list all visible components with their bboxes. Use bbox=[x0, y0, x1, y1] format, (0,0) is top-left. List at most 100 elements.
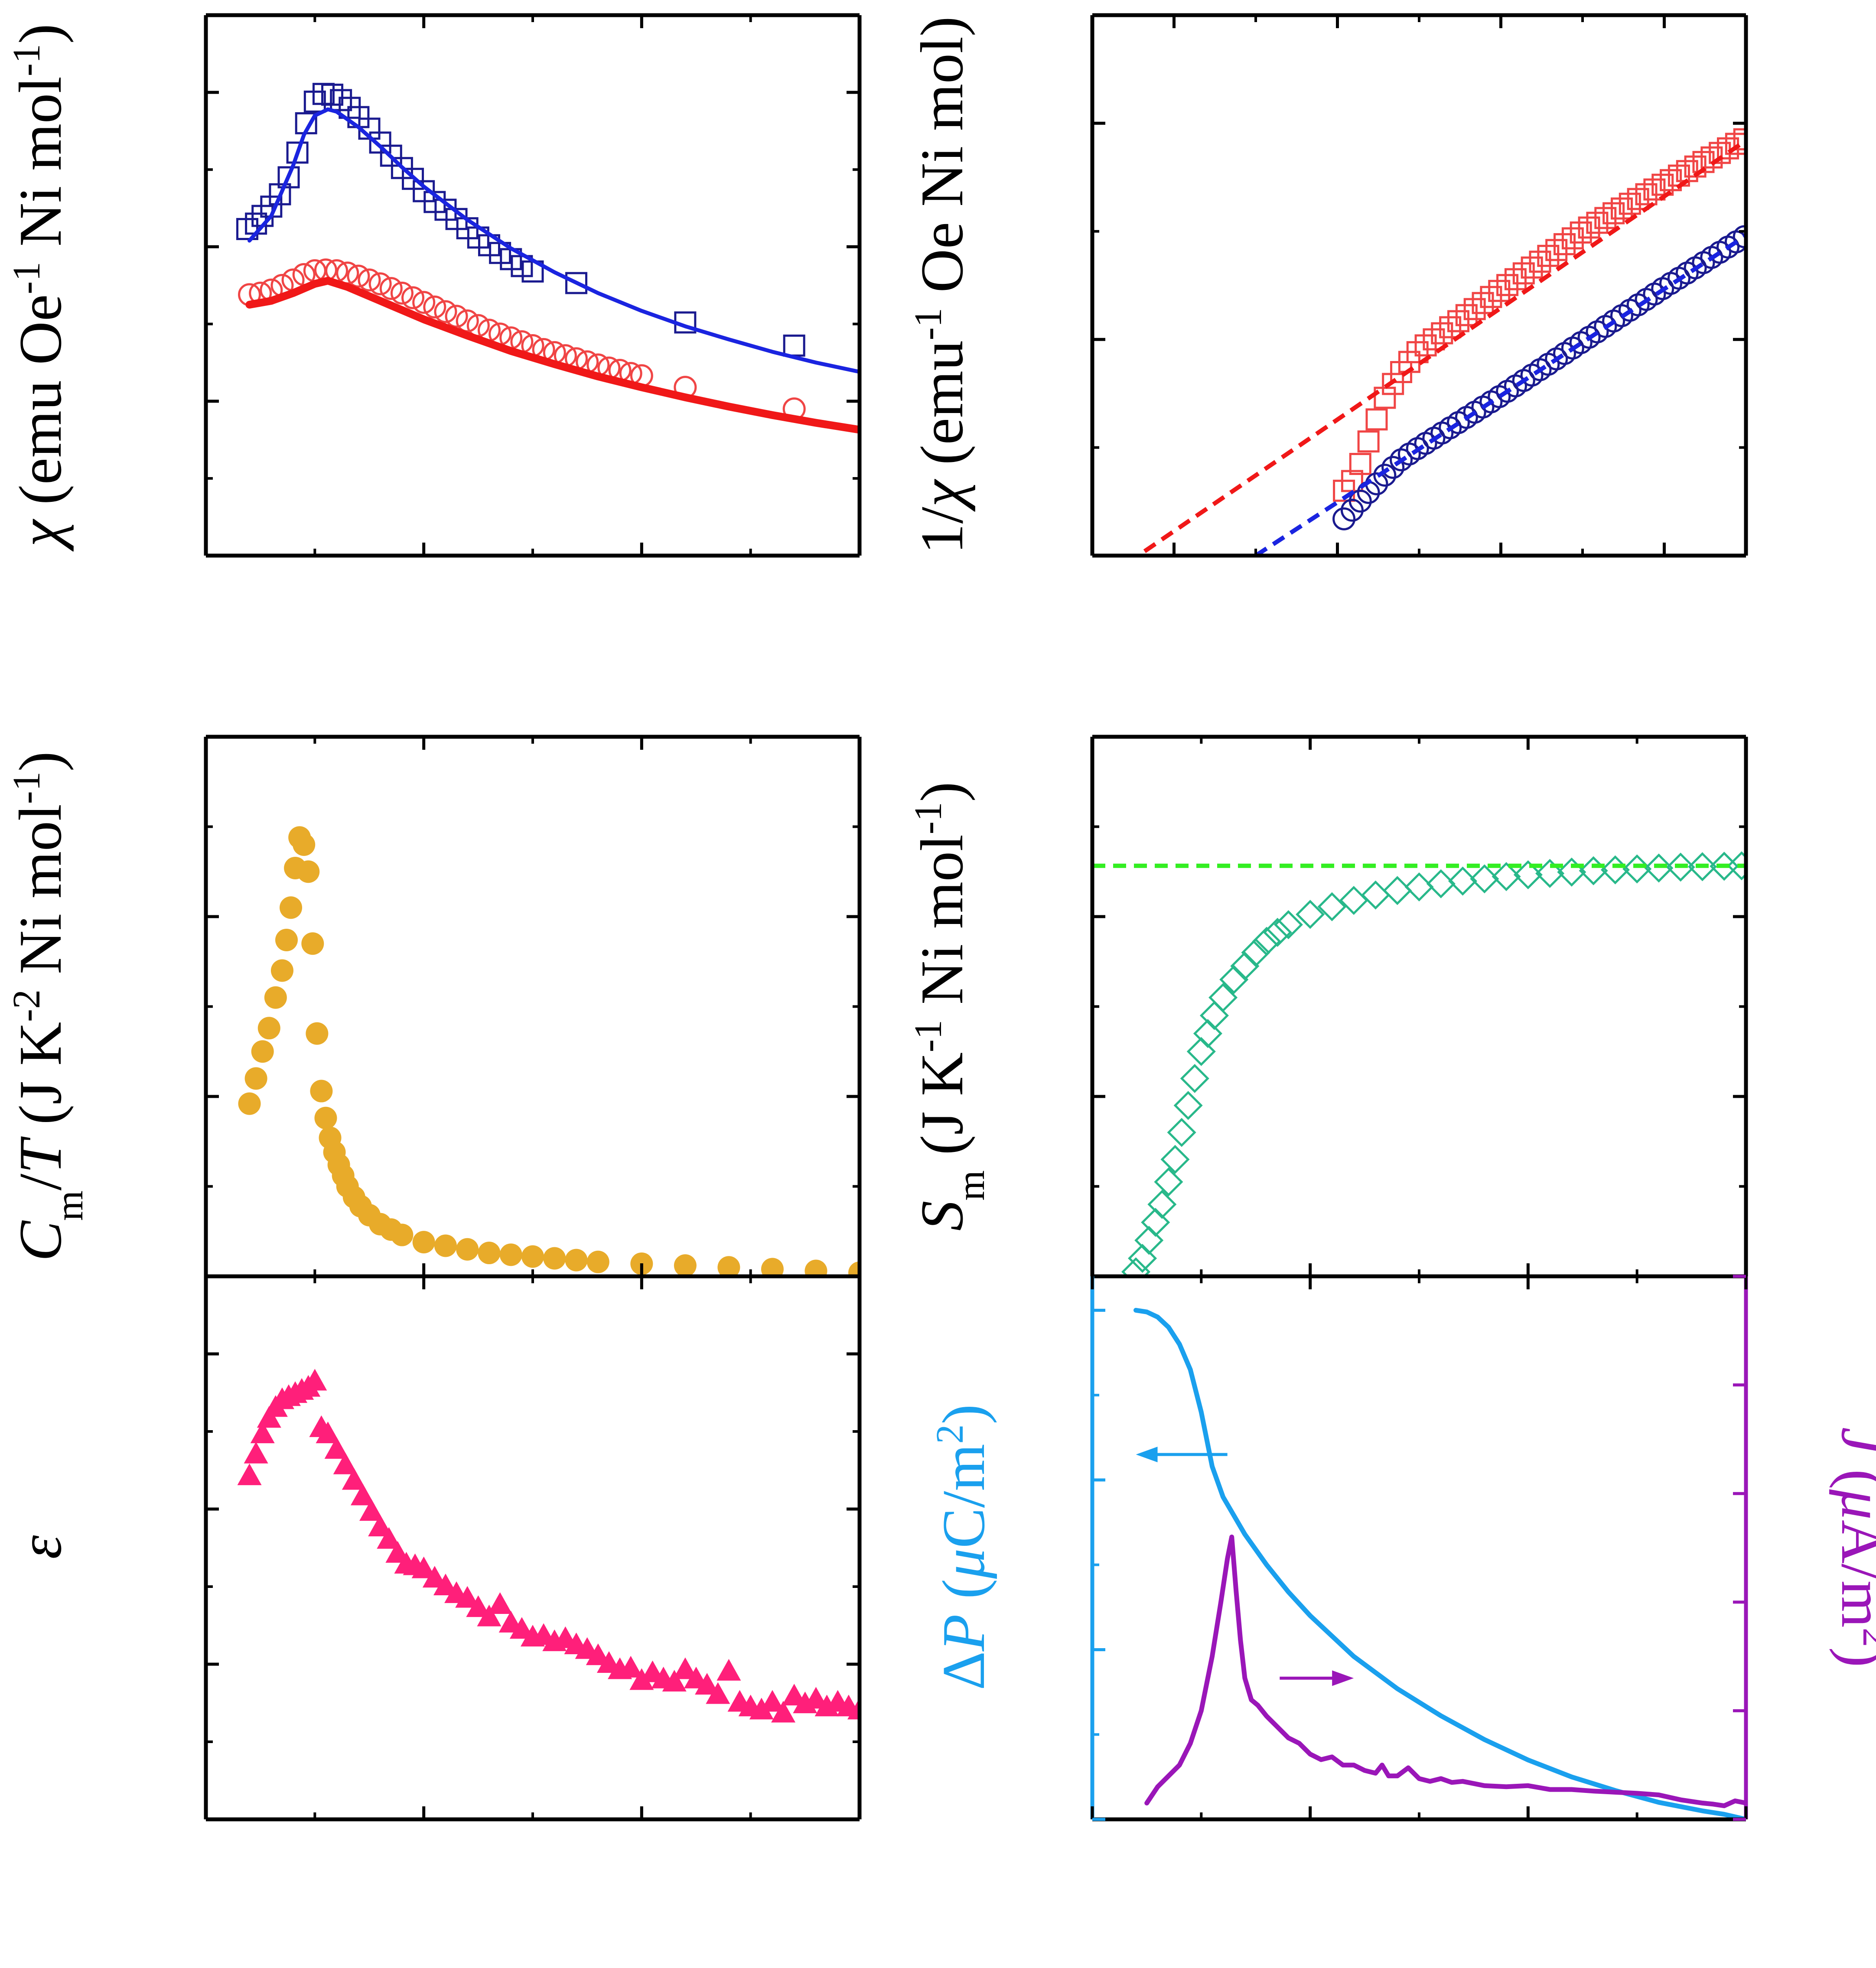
data-point-b-0 bbox=[1431, 322, 1453, 345]
data-point-b-0 bbox=[1414, 334, 1437, 357]
data-point-e-0 bbox=[586, 1643, 610, 1665]
plot-area-a bbox=[236, 83, 860, 434]
data-point-b-0 bbox=[1357, 430, 1380, 453]
data-point-d-0 bbox=[1470, 864, 1499, 894]
y-axis-label-e: ε bbox=[7, 1535, 74, 1559]
data-point-b-0 bbox=[1537, 244, 1560, 267]
panel-e bbox=[204, 1274, 862, 1822]
data-point-d-0 bbox=[1219, 965, 1249, 994]
data-point-a-1 bbox=[347, 264, 370, 288]
data-point-c-0 bbox=[717, 1256, 740, 1276]
data-point-b-1 bbox=[1340, 498, 1364, 522]
data-point-d-0 bbox=[1128, 1243, 1157, 1273]
data-point-d-0 bbox=[1448, 866, 1478, 896]
data-point-b-0 bbox=[1512, 262, 1535, 285]
data-point-d-0 bbox=[1404, 872, 1434, 902]
data-point-e-0 bbox=[749, 1698, 774, 1720]
data-point-d-0 bbox=[1296, 900, 1325, 929]
data-point-a-0 bbox=[783, 334, 805, 357]
data-point-a-1 bbox=[423, 295, 446, 319]
data-point-b-1 bbox=[1373, 463, 1397, 487]
data-point-e-0 bbox=[706, 1682, 730, 1704]
data-point-c-0 bbox=[761, 1258, 784, 1276]
data-point-e-0 bbox=[782, 1684, 807, 1706]
data-point-d-0 bbox=[1241, 938, 1270, 967]
data-point-c-0 bbox=[586, 1250, 609, 1273]
data-point-e-0 bbox=[804, 1687, 828, 1709]
data-point-c-0 bbox=[264, 986, 287, 1009]
data-point-a-1 bbox=[379, 277, 403, 300]
data-point-e-0 bbox=[771, 1701, 796, 1723]
data-point-e-0 bbox=[333, 1452, 358, 1474]
data-point-c-0 bbox=[848, 1261, 860, 1276]
data-point-d-0 bbox=[1147, 1190, 1177, 1219]
data-point-d-0 bbox=[1134, 1226, 1164, 1255]
data-point-a-0 bbox=[286, 141, 309, 164]
data-point-d-0 bbox=[1199, 1001, 1229, 1030]
data-point-c-0 bbox=[280, 896, 303, 919]
data-point-c-0 bbox=[543, 1247, 566, 1270]
series-line-b-3 bbox=[1254, 234, 1746, 556]
series-line-b-2 bbox=[1143, 139, 1746, 553]
data-point-e-0 bbox=[257, 1406, 281, 1428]
data-point-e-0 bbox=[488, 1592, 512, 1614]
data-point-a-0 bbox=[330, 89, 352, 111]
panel-b bbox=[1090, 13, 1748, 558]
data-point-a-1 bbox=[368, 272, 392, 296]
arrowhead-f-0 bbox=[1136, 1447, 1158, 1463]
data-point-b-0 bbox=[1382, 373, 1404, 395]
data-point-c-0 bbox=[257, 1017, 280, 1040]
data-point-d-0 bbox=[1263, 917, 1292, 947]
data-point-c-0 bbox=[314, 1106, 337, 1129]
data-point-e-0 bbox=[695, 1673, 720, 1695]
data-point-d-0 bbox=[1193, 1019, 1222, 1048]
data-point-d-0 bbox=[1141, 1207, 1170, 1237]
data-point-e-0 bbox=[359, 1499, 384, 1521]
data-point-b-0 bbox=[1545, 239, 1568, 261]
data-point-d-0 bbox=[1513, 860, 1543, 890]
y-axis-label-b: 1/χ (emu-1 Oe Ni mol) bbox=[907, 16, 976, 554]
data-point-d-0 bbox=[1273, 910, 1303, 940]
data-point-d-0 bbox=[1186, 1037, 1216, 1066]
data-point-b-1 bbox=[1348, 489, 1372, 513]
data-point-e-0 bbox=[368, 1514, 393, 1536]
y-axis-label-c: Cm/T (J K-2 Ni mol-1) bbox=[5, 751, 91, 1262]
data-point-d-0 bbox=[1230, 951, 1260, 981]
data-point-d-0 bbox=[1154, 1167, 1183, 1197]
data-point-c-0 bbox=[565, 1249, 588, 1272]
data-point-b-0 bbox=[1472, 292, 1494, 314]
data-point-c-0 bbox=[238, 1092, 261, 1115]
data-point-b-0 bbox=[1725, 133, 1746, 155]
data-point-a-1 bbox=[390, 281, 414, 305]
data-point-d-0 bbox=[1121, 1257, 1151, 1276]
panel-c bbox=[204, 735, 862, 1278]
data-point-b-0 bbox=[1554, 233, 1576, 255]
data-point-c-0 bbox=[310, 1080, 333, 1103]
data-point-d-0 bbox=[1339, 886, 1368, 915]
panel-d bbox=[1090, 735, 1748, 1278]
data-point-c-0 bbox=[434, 1234, 457, 1257]
data-point-e-0 bbox=[303, 1369, 327, 1391]
series-line-a-3 bbox=[245, 276, 860, 434]
data-point-b-0 bbox=[1406, 341, 1429, 364]
data-point-e-0 bbox=[433, 1574, 458, 1595]
data-point-d-0 bbox=[1173, 1091, 1203, 1120]
data-point-a-1 bbox=[358, 268, 381, 292]
plot-area-e bbox=[237, 1369, 860, 1723]
data-point-b-0 bbox=[1447, 310, 1469, 332]
data-point-b-0 bbox=[1529, 250, 1551, 273]
data-point-d-0 bbox=[1426, 869, 1456, 898]
data-point-c-0 bbox=[478, 1242, 501, 1265]
data-point-d-0 bbox=[1666, 852, 1695, 882]
data-point-d-0 bbox=[1180, 1064, 1209, 1093]
data-point-d-0 bbox=[1535, 859, 1565, 888]
data-point-c-0 bbox=[251, 1040, 274, 1063]
data-point-b-1 bbox=[1332, 507, 1356, 530]
data-point-b-0 bbox=[1455, 304, 1478, 326]
data-point-e-0 bbox=[847, 1698, 860, 1720]
data-point-d-0 bbox=[1160, 1145, 1190, 1174]
data-point-a-0 bbox=[269, 183, 291, 205]
data-point-d-0 bbox=[1383, 876, 1412, 905]
data-point-e-0 bbox=[377, 1527, 401, 1549]
